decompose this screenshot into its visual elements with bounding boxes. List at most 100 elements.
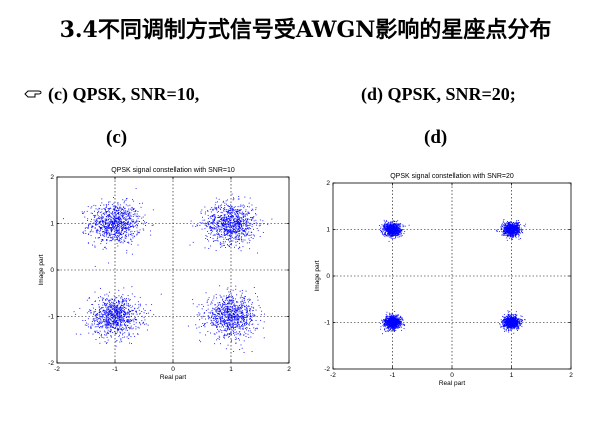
scatter-point — [131, 226, 133, 227]
scatter-point — [114, 219, 116, 221]
scatter-point — [243, 325, 245, 327]
scatter-point — [253, 327, 255, 329]
scatter-point — [235, 214, 237, 216]
scatter-point — [233, 332, 235, 334]
scatter-point — [198, 304, 200, 306]
scatter-point — [244, 219, 246, 221]
scatter-point — [121, 306, 123, 308]
scatter-point — [242, 306, 243, 308]
scatter-point — [121, 230, 122, 232]
scatter-point — [107, 314, 109, 316]
scatter-point — [106, 307, 108, 309]
scatter-point — [132, 214, 134, 216]
scatter-point — [400, 229, 402, 231]
scatter-point — [244, 214, 246, 216]
scatter-point — [109, 322, 111, 324]
scatter-point — [119, 226, 121, 228]
scatter-point — [112, 305, 114, 307]
scatter-point — [96, 232, 98, 234]
scatter-point — [238, 225, 240, 227]
scatter-point — [389, 227, 391, 229]
scatter-series — [379, 219, 527, 335]
scatter-point — [517, 228, 518, 230]
scatter-point — [117, 314, 119, 316]
scatter-point — [205, 211, 206, 213]
scatter-point — [221, 234, 222, 235]
scatter-point — [107, 320, 109, 322]
scatter-point — [129, 234, 131, 235]
scatter-point — [121, 328, 123, 330]
scatter-point — [246, 311, 247, 313]
scatter-point — [130, 327, 132, 329]
scatter-point — [389, 232, 391, 234]
scatter-point — [228, 329, 230, 331]
scatter-point — [109, 207, 111, 209]
scatter-point — [243, 317, 245, 319]
scatter-point — [121, 308, 123, 310]
scatter-point — [116, 242, 118, 244]
scatter-point — [232, 323, 234, 325]
scatter-point — [228, 299, 230, 301]
scatter-point — [121, 295, 123, 297]
scatter-point — [386, 221, 388, 222]
scatter-point — [509, 235, 511, 237]
scatter-point — [118, 315, 120, 317]
scatter-point — [236, 211, 237, 213]
scatter-point — [246, 308, 248, 310]
scatter-point — [225, 239, 227, 241]
scatter-point — [233, 316, 235, 318]
scatter-point — [220, 204, 222, 206]
scatter-point — [96, 313, 98, 315]
scatter-point — [126, 319, 128, 321]
scatter-point — [229, 226, 231, 228]
scatter-point — [127, 312, 129, 314]
scatter-point — [511, 221, 513, 223]
scatter-point — [234, 236, 236, 238]
scatter-point — [100, 227, 102, 229]
scatter-point — [106, 321, 108, 323]
scatter-point — [115, 206, 117, 208]
scatter-point — [390, 229, 392, 230]
scatter-point — [119, 319, 121, 321]
scatter-point — [117, 323, 119, 325]
scatter-point — [121, 222, 123, 224]
scatter-point — [239, 339, 241, 341]
scatter-point — [93, 204, 95, 206]
scatter-point — [115, 321, 117, 323]
scatter-point — [252, 313, 254, 315]
scatter-point — [121, 297, 123, 299]
scatter-point — [386, 225, 388, 227]
scatter-point — [238, 195, 240, 197]
scatter-point — [114, 223, 116, 225]
scatter-point — [254, 223, 256, 224]
scatter-point — [221, 312, 223, 314]
scatter-point — [133, 323, 135, 325]
scatter-point — [105, 228, 107, 229]
scatter-point — [108, 299, 110, 301]
scatter-point — [116, 210, 118, 212]
scatter-point — [206, 221, 208, 223]
scatter-point — [126, 316, 127, 318]
scatter-point — [238, 248, 240, 250]
scatter-point — [225, 322, 227, 324]
scatter-point — [253, 235, 255, 237]
scatter-point — [119, 204, 121, 206]
scatter-point — [118, 307, 120, 309]
scatter-point — [237, 326, 239, 328]
scatter-point — [387, 234, 389, 236]
scatter-point — [247, 211, 249, 213]
scatter-point — [390, 232, 392, 234]
scatter-point — [250, 317, 251, 319]
scatter-point — [394, 231, 396, 232]
scatter-point — [232, 230, 234, 232]
scatter-point — [236, 319, 238, 321]
scatter-point — [114, 307, 116, 309]
scatter-point — [131, 233, 133, 235]
scatter-point — [84, 227, 86, 229]
scatter-point — [244, 298, 246, 300]
scatter-point — [122, 221, 124, 223]
scatter-point — [99, 229, 101, 231]
scatter-point — [518, 228, 520, 230]
scatter-point — [116, 340, 118, 341]
scatter-point — [135, 215, 137, 217]
